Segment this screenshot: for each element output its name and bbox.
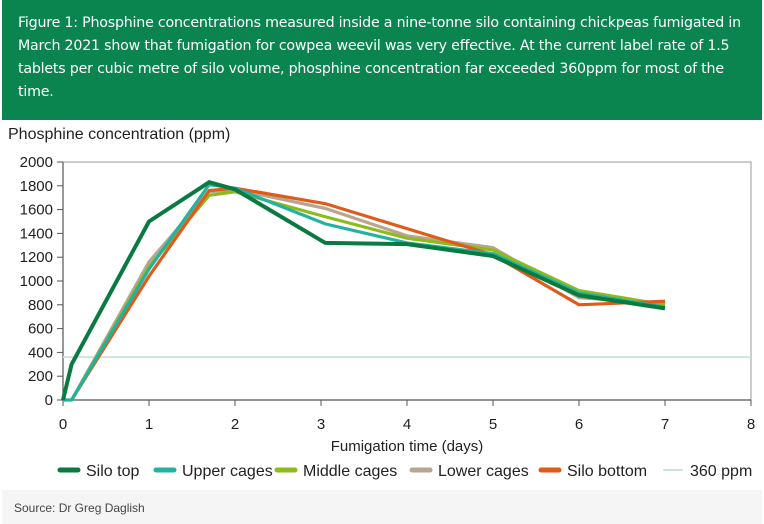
y-tick-label: 1400: [20, 225, 53, 242]
y-tick-label: 200: [28, 368, 53, 385]
x-tick-label: 8: [747, 416, 755, 433]
legend-label: Lower cages: [438, 463, 529, 480]
series-line-upper-cages: [63, 182, 666, 402]
y-tick-label: 1000: [20, 273, 53, 290]
y-tick-label: 0: [45, 392, 53, 409]
y-tick-label: 1600: [20, 202, 53, 219]
y-tick-label: 2000: [20, 154, 53, 171]
x-tick-label: 1: [145, 416, 153, 433]
legend-label: Silo top: [86, 463, 139, 480]
plot-frame: [62, 161, 752, 401]
y-tick-label: 600: [28, 321, 53, 338]
legend-label: Upper cages: [182, 463, 273, 480]
figure-caption: Figure 1: Phosphine concentrations measu…: [2, 0, 762, 120]
x-tick-label: 6: [575, 416, 583, 433]
y-axis-title: Phosphine concentration (ppm): [8, 126, 231, 143]
x-tick-label: 5: [489, 416, 497, 433]
line-chart: 0 200 400 600 800 1000 1200 1400 1600 1800 2000 0 1 2…: [20, 154, 756, 480]
series-line-silo-top: [61, 180, 666, 401]
series-line-silo-bottom: [70, 186, 666, 401]
legend-label: Silo bottom: [567, 463, 647, 480]
x-tick-label: 3: [317, 416, 325, 433]
legend-label: 360 ppm: [690, 463, 752, 480]
source-note: Source: Dr Greg Daglish: [2, 490, 762, 524]
x-tick-label: 2: [231, 416, 239, 433]
legend-label: Middle cages: [303, 463, 397, 480]
y-tick-label: 400: [28, 344, 53, 361]
x-tick-label: 4: [403, 416, 411, 433]
y-tick-label: 800: [28, 297, 53, 314]
x-axis-title: Fumigation time (days): [331, 438, 484, 455]
x-tick-label: 7: [661, 416, 669, 433]
y-tick-label: 1200: [20, 249, 53, 266]
x-tick-label: 0: [59, 416, 67, 433]
y-tick-label: 1800: [20, 178, 53, 195]
